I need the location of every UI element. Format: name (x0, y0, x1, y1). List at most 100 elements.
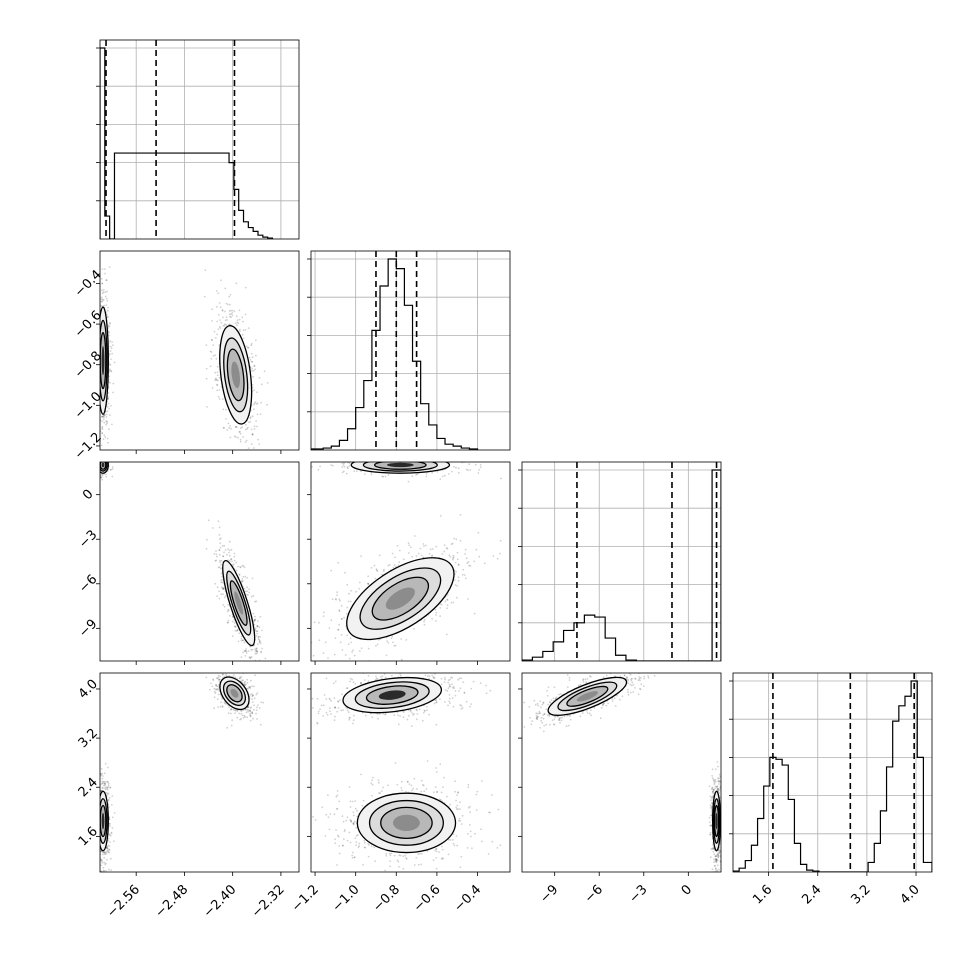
sample-point (244, 684, 247, 687)
sample-point (105, 423, 107, 426)
sample-point (455, 570, 457, 573)
sample-point (215, 357, 218, 360)
sample-point (453, 579, 456, 581)
sample-point (236, 716, 239, 719)
sample-point (235, 451, 237, 453)
sample-point (105, 473, 107, 476)
sample-point (97, 339, 99, 341)
sample-point (446, 547, 449, 550)
sample-point (371, 668, 373, 670)
sample-point (231, 314, 234, 317)
sample-point (248, 656, 251, 659)
sample-point (393, 455, 395, 457)
sample-point (346, 612, 348, 615)
sample-point (220, 563, 223, 566)
sample-point (441, 460, 443, 462)
sample-point (230, 724, 233, 727)
sample-point (96, 348, 98, 350)
sample-point (246, 708, 249, 711)
sample-point (247, 593, 249, 596)
sample-point (216, 685, 219, 688)
sample-point (103, 451, 105, 453)
sample-point (244, 708, 247, 711)
sample-point (97, 329, 99, 331)
sample-point (441, 454, 443, 456)
sample-point (102, 775, 104, 777)
sample-point (385, 459, 387, 461)
sample-point (418, 457, 420, 459)
sample-point (108, 796, 111, 799)
sample-point (250, 344, 253, 347)
sample-point (228, 457, 230, 459)
sample-point (364, 714, 367, 717)
sample-point (209, 365, 212, 368)
sample-point (257, 438, 259, 441)
sample-point (247, 706, 250, 708)
sample-point (252, 663, 254, 665)
sample-point (254, 615, 256, 618)
sample-point (380, 460, 382, 462)
sample-point (473, 612, 476, 615)
sample-point (248, 421, 250, 424)
sample-point (97, 803, 99, 805)
sample-point (242, 320, 244, 323)
sample-point (98, 810, 100, 812)
sample-point (258, 707, 261, 709)
sample-point (100, 864, 102, 867)
sample-point (93, 813, 95, 815)
sample-point (352, 719, 355, 722)
sample-point (396, 545, 399, 547)
sample-point (207, 519, 210, 522)
sample-point (360, 456, 362, 458)
sample-point (101, 772, 103, 775)
sample-point (250, 352, 253, 355)
density-contour (385, 587, 415, 610)
sample-point (97, 823, 99, 825)
sample-point (465, 557, 468, 560)
sample-point (344, 571, 346, 574)
sample-point (342, 464, 345, 466)
sample-point (461, 706, 464, 709)
sample-point (448, 697, 451, 700)
sample-point (446, 598, 448, 601)
sample-point (252, 375, 254, 378)
sample-point (107, 766, 109, 769)
sample-point (246, 681, 249, 684)
sample-point (236, 319, 239, 321)
sample-point (370, 567, 373, 569)
sample-point (233, 555, 236, 558)
sample-point (252, 612, 255, 615)
sample-point (477, 472, 480, 474)
sample-point (216, 379, 219, 382)
sample-point (97, 384, 99, 386)
sample-point (446, 604, 449, 607)
sample-point (415, 718, 418, 721)
sample-point (377, 638, 380, 641)
sample-point (235, 425, 237, 428)
sample-point (376, 678, 379, 681)
sample-point (257, 635, 260, 638)
sample-point (221, 697, 224, 700)
sample-point (250, 428, 253, 431)
sample-point (338, 623, 340, 626)
sample-point (327, 657, 329, 659)
sample-point (325, 677, 328, 680)
sample-point (109, 345, 112, 348)
sample-point (339, 641, 342, 644)
panel-content (311, 668, 502, 872)
sample-point (98, 309, 100, 311)
sample-point (439, 607, 442, 609)
sample-point (416, 713, 419, 715)
sample-point (105, 869, 107, 872)
sample-point (107, 326, 110, 328)
sample-point (242, 679, 245, 682)
sample-point (349, 680, 351, 683)
sample-point (96, 809, 98, 811)
sample-point (104, 291, 107, 294)
sample-point (251, 361, 254, 363)
sample-point (253, 685, 255, 688)
sample-point (241, 580, 244, 583)
sample-point (425, 544, 427, 547)
sample-point (239, 718, 242, 721)
sample-point (332, 682, 335, 685)
